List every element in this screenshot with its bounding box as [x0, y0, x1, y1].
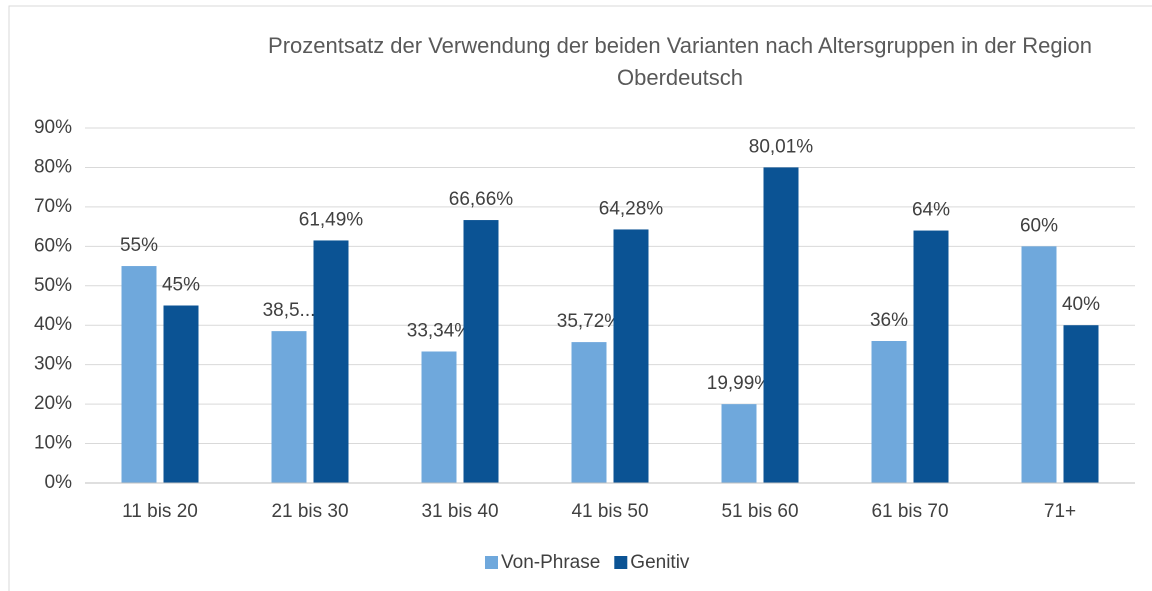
- y-tick-label: 50%: [34, 275, 72, 296]
- x-tick-label: 61 bis 70: [871, 501, 948, 522]
- y-tick-label: 80%: [34, 156, 72, 177]
- data-label: 36%: [870, 310, 908, 331]
- data-label: 35,72%: [557, 311, 622, 332]
- data-label: 61,49%: [299, 209, 364, 230]
- legend-label: Genitiv: [630, 552, 690, 573]
- y-tick-label: 20%: [34, 393, 72, 414]
- chart-title: Prozentsatz der Verwendung der beiden Va…: [268, 33, 1092, 90]
- data-label: 19,99%: [707, 373, 772, 394]
- y-tick-label: 40%: [34, 314, 72, 335]
- x-tick-label: 41 bis 50: [571, 501, 648, 522]
- y-tick-label: 10%: [34, 433, 72, 454]
- bar: [763, 167, 799, 483]
- legend-swatch: [614, 556, 628, 569]
- x-tick-label: 21 bis 30: [271, 501, 348, 522]
- bar: [721, 404, 757, 483]
- data-label: 66,66%: [449, 189, 514, 210]
- data-label: 64%: [912, 200, 950, 221]
- bar: [871, 341, 907, 483]
- y-tick-label: 90%: [34, 117, 72, 138]
- bar: [271, 331, 307, 483]
- data-label: 45%: [162, 275, 200, 296]
- data-label: 40%: [1062, 294, 1100, 315]
- data-label: 38,5...: [263, 300, 316, 321]
- x-tick-label: 51 bis 60: [721, 501, 798, 522]
- chart-frame: [8, 5, 1152, 591]
- data-label: 64,28%: [599, 198, 664, 219]
- data-label: 80,01%: [749, 136, 814, 157]
- bar: [913, 230, 949, 483]
- y-tick-label: 60%: [34, 235, 72, 256]
- bar: [421, 351, 457, 483]
- bar: [463, 220, 499, 483]
- data-label: 33,34%: [407, 321, 472, 342]
- bar: [313, 240, 349, 483]
- data-label: 55%: [120, 235, 158, 256]
- y-tick-label: 30%: [34, 354, 72, 375]
- bar: [1063, 325, 1099, 483]
- bar: [121, 266, 157, 483]
- bar: [613, 229, 649, 483]
- x-tick-label: 71+: [1044, 501, 1076, 522]
- bar: [1021, 246, 1057, 483]
- legend-label: Von-Phrase: [501, 552, 600, 573]
- bar: [571, 342, 607, 483]
- y-tick-label: 0%: [45, 472, 73, 493]
- legend-swatch: [485, 556, 498, 569]
- y-tick-label: 70%: [34, 196, 72, 217]
- bar: [163, 305, 199, 483]
- x-tick-label: 31 bis 40: [421, 501, 498, 522]
- data-label: 60%: [1020, 215, 1058, 236]
- x-tick-label: 11 bis 20: [122, 501, 198, 522]
